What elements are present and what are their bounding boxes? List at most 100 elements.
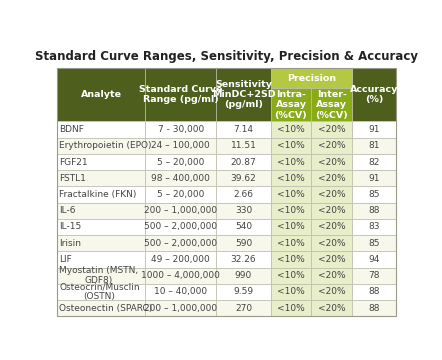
Bar [145,170,216,186]
Text: Fractalkine (FKN): Fractalkine (FKN) [59,190,137,199]
Text: Osteonectin (SPARC): Osteonectin (SPARC) [59,303,152,312]
Bar [57,186,145,203]
Text: Precision: Precision [287,74,336,83]
Bar [57,68,396,316]
Text: Accuracy
(%): Accuracy (%) [350,85,398,104]
Bar [311,300,352,316]
Bar [311,186,352,203]
Bar [216,170,271,186]
Bar [352,251,396,267]
Text: LIF: LIF [59,255,72,264]
Text: <10%: <10% [277,239,305,248]
Text: <10%: <10% [277,206,305,215]
Text: <20%: <20% [318,271,346,280]
Bar [271,121,311,138]
Bar [145,267,216,284]
Text: IL-6: IL-6 [59,206,76,215]
Text: 78: 78 [368,271,380,280]
Bar [57,68,145,121]
Text: Intra-
Assay
(%CV): Intra- Assay (%CV) [274,90,307,120]
Text: <20%: <20% [318,125,346,134]
Text: Standard Curve
Range (pg/ml): Standard Curve Range (pg/ml) [139,85,222,104]
Text: <10%: <10% [277,190,305,199]
Text: <10%: <10% [277,287,305,296]
Text: <20%: <20% [318,222,346,231]
Bar [311,154,352,170]
Bar [57,154,145,170]
Text: Myostatin (MSTN,
GDF8): Myostatin (MSTN, GDF8) [59,266,138,285]
Bar [352,170,396,186]
Text: 98 – 400,000: 98 – 400,000 [151,174,210,183]
Bar [57,284,145,300]
Bar [311,235,352,251]
Bar [311,251,352,267]
Bar [311,121,352,138]
Bar [57,138,145,154]
Text: <20%: <20% [318,239,346,248]
Text: <20%: <20% [318,206,346,215]
Bar [271,203,311,219]
Bar [216,300,271,316]
Text: <10%: <10% [277,222,305,231]
Bar [271,170,311,186]
Text: <20%: <20% [318,174,346,183]
Bar [352,154,396,170]
Bar [271,186,311,203]
Bar [271,300,311,316]
Text: Sensitivity
MinDC+2SD
(pg/ml): Sensitivity MinDC+2SD (pg/ml) [212,80,275,109]
Bar [57,219,145,235]
Bar [352,186,396,203]
Bar [145,251,216,267]
Bar [216,138,271,154]
Bar [216,235,271,251]
Text: <20%: <20% [318,303,346,312]
Text: <20%: <20% [318,287,346,296]
Bar [216,219,271,235]
Bar [352,284,396,300]
Text: 83: 83 [368,222,380,231]
Text: 24 – 100,000: 24 – 100,000 [151,141,210,150]
Bar [216,267,271,284]
Text: 81: 81 [368,141,380,150]
Bar [57,121,145,138]
Text: Osteocrin/Musclin
(OSTN): Osteocrin/Musclin (OSTN) [59,282,140,301]
Text: <10%: <10% [277,174,305,183]
Text: 85: 85 [368,190,380,199]
Bar [145,154,216,170]
Text: <20%: <20% [318,158,346,167]
Text: 49 – 200,000: 49 – 200,000 [151,255,210,264]
Text: 39.62: 39.62 [231,174,256,183]
Bar [311,170,352,186]
Text: Analyte: Analyte [80,90,122,99]
Text: 590: 590 [235,239,252,248]
Text: 500 – 2,000,000: 500 – 2,000,000 [144,239,217,248]
Text: BDNF: BDNF [59,125,84,134]
Bar [352,235,396,251]
Bar [352,300,396,316]
Bar [216,203,271,219]
Text: 9.59: 9.59 [233,287,254,296]
Text: 91: 91 [368,125,380,134]
Bar [271,251,311,267]
Bar [145,186,216,203]
Text: 990: 990 [235,271,252,280]
Bar [145,219,216,235]
Bar [271,68,352,89]
Text: 94: 94 [368,255,380,264]
Bar [57,170,145,186]
Text: 82: 82 [368,158,380,167]
Bar [216,68,271,121]
Bar [145,284,216,300]
Text: Irisin: Irisin [59,239,81,248]
Bar [352,219,396,235]
Text: 270: 270 [235,303,252,312]
Text: <10%: <10% [277,271,305,280]
Text: 88: 88 [368,287,380,296]
Bar [57,300,145,316]
Text: <10%: <10% [277,125,305,134]
Bar [216,154,271,170]
Text: IL-15: IL-15 [59,222,82,231]
Bar [352,138,396,154]
Text: Standard Curve Ranges, Sensitivity, Precision & Accuracy: Standard Curve Ranges, Sensitivity, Prec… [35,50,418,63]
Bar [145,68,216,121]
